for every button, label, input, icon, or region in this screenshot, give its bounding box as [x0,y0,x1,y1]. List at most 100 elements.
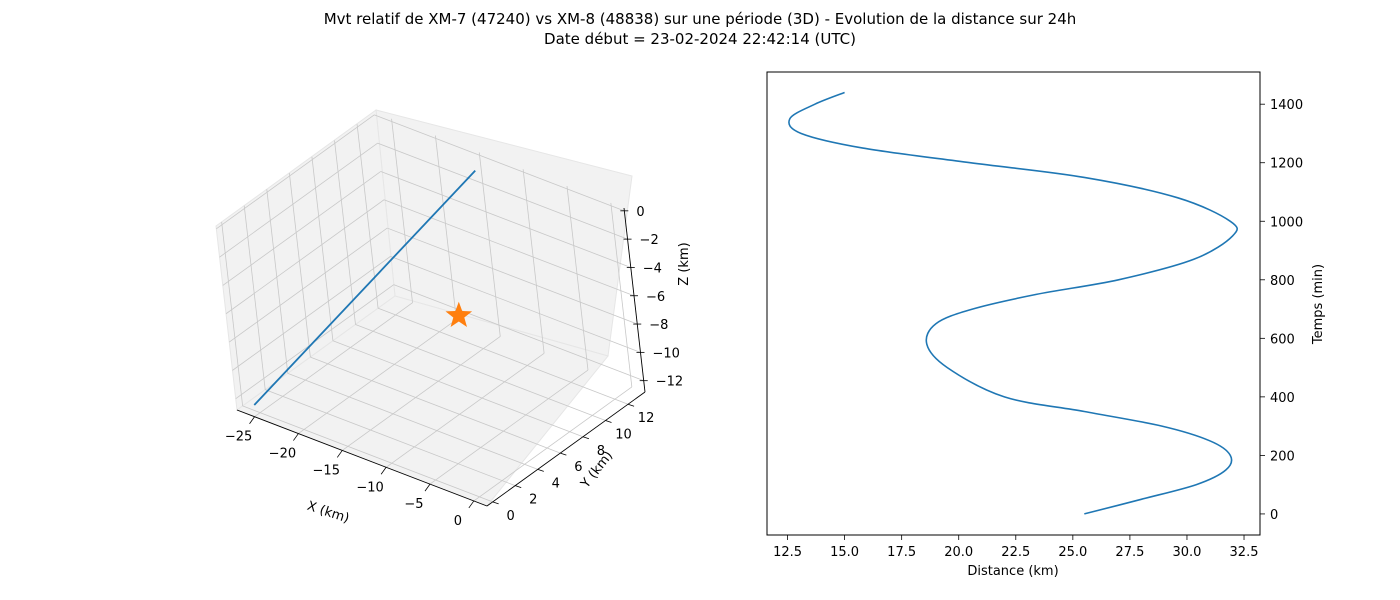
x-tick-label-2d: 27.5 [1115,545,1144,560]
x-tick-label: −15 [313,463,340,478]
y-tick-label-2d: 1000 [1270,215,1303,230]
x-tick [380,467,387,475]
y-gridline-floor [242,405,493,503]
x-gridline-floor [429,369,589,485]
z-gridline-left [225,199,385,315]
y-tick-label: 4 [552,476,560,491]
y-tick [515,485,522,489]
y-tick [605,420,612,423]
y-gridline-floor [287,372,538,470]
x-tick [249,416,255,424]
x-gridline-floor [254,302,413,418]
x-gridline-back [610,202,633,387]
z-tick-label: −8 [649,318,668,333]
z-tick-label: −4 [643,261,662,276]
x-gridline-floor [298,319,457,434]
x-axis-line [236,409,488,507]
y-tick-label: 6 [574,460,582,475]
y-gridline-left [311,156,334,341]
z-gridline-back [383,199,635,297]
y-tick [582,436,590,440]
x-gridline-back [522,169,545,354]
z-gridline-left [216,114,375,230]
y-tick [492,501,499,505]
x-axis-label: X (km) [305,499,351,527]
y-gridline-left [288,173,311,358]
figure-subtitle: Date début = 23-02-2024 22:42:14 (UTC) [544,30,856,48]
y-tick-label: 8 [597,444,605,459]
x-tick-label-2d: 15.0 [830,545,859,560]
chart-2d: 12.5 15.0 17.5 20.0 22.5 25.0 27.5 30.0 32.5 0 20… [766,71,1326,579]
z-gridline-left [219,142,378,258]
y-tick-label-2d: 0 [1270,508,1278,523]
x-gridline-back [478,152,501,337]
z-axis-label: Z (km) [677,242,692,285]
y-gridline-left [243,205,266,390]
z-tick-label: −2 [640,233,659,248]
x-tick-label: −10 [356,480,383,495]
x-gridline-back [435,135,457,320]
distance-line [788,91,1238,515]
x-tick-label-2d: 22.5 [1001,545,1030,560]
y-tick-label: 0 [507,509,515,524]
z-axis-line [623,207,646,393]
x-tick-label: −20 [269,447,296,462]
x-axis-label-2d: Distance (km) [967,564,1058,579]
y-tick-label-2d: 200 [1270,449,1295,464]
x-tick-label-2d: 20.0 [944,545,973,560]
x-tick-label: −25 [225,430,252,445]
z-tick-label: −10 [652,346,679,361]
trajectory-line [253,170,476,406]
x-tick [293,433,299,441]
x-tick [424,483,431,492]
x-gridline-floor [385,352,545,468]
y-gridline-left [221,221,244,406]
z-gridline-back [380,171,631,268]
x-gridline-back [391,118,413,303]
origin-star-marker [445,301,473,327]
x-gridline-floor [342,336,501,451]
x-gridline-back [566,186,589,371]
y-gridline-floor [355,324,606,421]
y-tick [560,452,567,456]
z-gridline-left [229,227,388,343]
y-gridline-floor [332,340,584,438]
z-gridline-back [393,284,644,382]
y-tick-label-2d: 400 [1270,391,1295,406]
x-tick-label: −5 [404,497,423,512]
y-tick-label-2d: 1200 [1270,157,1303,172]
y-tick-label: 2 [529,493,537,508]
y-gridline-left [266,189,289,374]
x-tick-label-2d: 25.0 [1058,545,1087,560]
y-tick-label-2d: 1400 [1270,98,1303,113]
x-gridline-floor [473,386,633,502]
x-tick-label-2d: 17.5 [887,545,916,560]
y-tick-label: 10 [615,428,632,443]
z-gridline-back [390,255,641,353]
y-axis-label-2d: Temps (min) [1311,264,1326,345]
chart-3d: −25−20−15−10−50 0246810120−2−4−6−8−10−12 … [215,109,692,529]
x-tick-label: 0 [454,514,462,529]
y-tick [627,403,635,407]
y-axis-line [486,391,646,507]
x-tick [336,450,343,458]
y-tick-label-2d: 600 [1270,332,1295,347]
y-gridline-floor [377,307,629,405]
y-tick-label: 12 [638,411,655,426]
y-tick [537,468,544,472]
z-tick-label: −12 [656,375,683,390]
y-gridline-floor [310,356,561,454]
z-tick-label: −6 [646,290,665,305]
z-gridline-left [232,256,391,371]
z-tick-label: 0 [636,205,644,220]
z-gridline-left [222,171,382,286]
x-tick-label-2d: 12.5 [773,545,802,560]
x-tick-label-2d: 32.5 [1230,545,1259,560]
y-tick-label-2d: 800 [1270,274,1295,289]
z-gridline-back [387,227,638,325]
z-gridline-back [377,142,628,240]
z-gridline-back [374,114,625,212]
figure-title: Mvt relatif de XM-7 (47240) vs XM-8 (488… [323,10,1077,28]
